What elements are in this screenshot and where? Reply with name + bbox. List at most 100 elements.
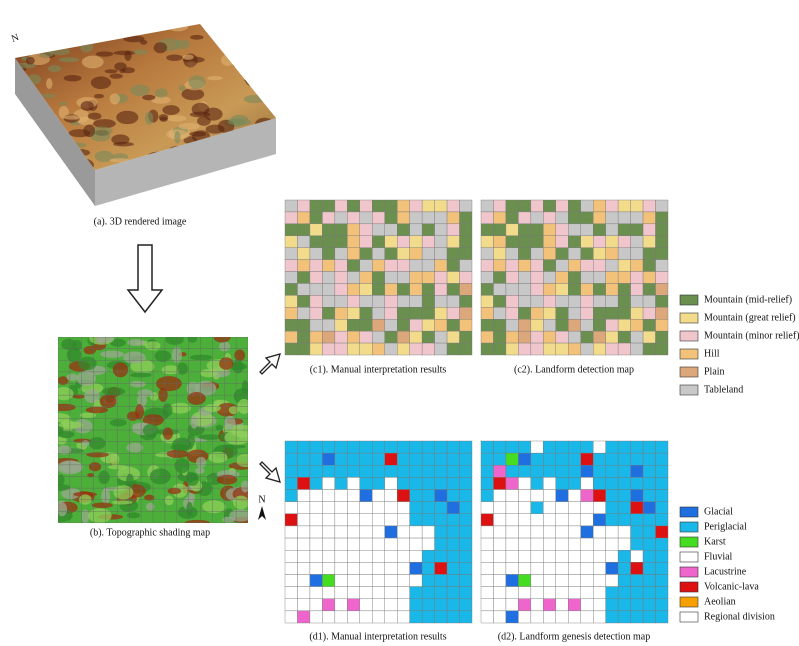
grid-cell	[630, 199, 644, 213]
grid-cell	[297, 465, 311, 478]
grid-cell	[409, 513, 423, 527]
grid-cell	[434, 247, 448, 260]
legend-label: Mountain (mid-relief)	[704, 294, 792, 305]
grid-cell	[409, 271, 423, 284]
grid-cell	[593, 452, 606, 466]
grid-cell	[372, 574, 385, 587]
grid-cell	[580, 247, 594, 260]
grid-cell	[605, 342, 619, 356]
grid-cell	[480, 586, 494, 599]
relief-spot	[154, 350, 172, 362]
grid-cell	[434, 235, 448, 248]
relief-spot	[116, 466, 140, 482]
grid-cell	[655, 330, 669, 344]
grid-cell	[297, 271, 311, 284]
grid-cell	[580, 489, 594, 502]
grid-cell	[322, 598, 336, 612]
relief-spot	[167, 487, 182, 495]
grid-cell	[434, 513, 448, 527]
grid-cell	[505, 330, 519, 344]
grid-cell	[480, 574, 494, 587]
grid-cell	[421, 513, 435, 527]
grid-cell	[434, 586, 448, 599]
relief-spot	[58, 403, 76, 411]
grid-cell	[359, 440, 373, 454]
grid-cell	[334, 223, 348, 236]
grid-cell	[434, 223, 448, 236]
grid-cell	[617, 537, 631, 551]
caption: (d1). Manual interpretation results	[309, 631, 446, 642]
grid-cell	[518, 452, 532, 466]
grid-cell	[543, 501, 556, 514]
grid-cell	[655, 537, 669, 551]
relief-spot	[206, 76, 223, 81]
grid-cell	[347, 562, 361, 575]
grid-cell	[568, 440, 581, 454]
grid-cell	[397, 610, 410, 624]
grid-cell	[372, 477, 385, 490]
grid-cell	[359, 586, 373, 599]
grid-cell	[309, 235, 323, 248]
legend-label: Tableland	[704, 384, 743, 395]
grid-cell	[297, 452, 311, 466]
grid-cell	[493, 319, 507, 332]
relief-spot	[174, 458, 190, 474]
grid-cell	[580, 211, 594, 225]
grid-cell	[530, 440, 544, 454]
grid-cell	[384, 525, 398, 539]
grid-cell	[334, 550, 348, 563]
grid-cell	[322, 525, 336, 539]
grid-cell	[309, 342, 323, 356]
grid-cell	[480, 525, 494, 539]
grid-cell	[530, 525, 544, 539]
grid-cell	[421, 610, 435, 624]
grid-cell	[480, 259, 494, 272]
grid-cell	[605, 465, 619, 478]
relief-spot	[87, 473, 95, 478]
grid-cell	[459, 465, 473, 478]
grid-cell	[384, 235, 398, 248]
grid-cell	[384, 489, 398, 502]
grid-cell	[322, 283, 336, 296]
grid-cell	[493, 465, 507, 478]
relief-spot	[63, 74, 82, 82]
relief-spot	[237, 398, 248, 414]
grid-cell	[384, 223, 398, 236]
grid-cell	[493, 259, 507, 272]
grid-cell	[446, 525, 460, 539]
relief-spot	[88, 508, 112, 523]
grid-cell	[505, 586, 519, 599]
grid-cell	[359, 259, 373, 272]
grid-cell	[397, 307, 410, 320]
grid-cell	[505, 199, 519, 213]
grid-cell	[605, 489, 619, 502]
grid-cell	[642, 199, 656, 213]
grid-cell	[593, 247, 606, 260]
relief-spot	[181, 88, 205, 101]
grid-cell	[480, 562, 494, 575]
grid-cell	[555, 489, 569, 502]
grid-cell	[347, 199, 361, 213]
grid-cell	[493, 598, 507, 612]
grid-cell	[630, 319, 644, 332]
relief-spot	[116, 110, 139, 125]
grid-cell	[434, 283, 448, 296]
grid-cell	[617, 513, 631, 527]
grid-cell	[384, 307, 398, 320]
grid-cell	[459, 247, 473, 260]
relief-spot	[112, 500, 133, 505]
grid-cell	[372, 247, 385, 260]
grid-cell	[630, 295, 644, 308]
grid-cell	[309, 259, 323, 272]
grid-cell	[518, 550, 532, 563]
grid-cell	[630, 477, 644, 490]
relief-spot	[243, 95, 265, 104]
grid-cell	[359, 211, 373, 225]
grid-cell	[642, 489, 656, 502]
grid-cell	[459, 319, 473, 332]
relief-spot	[58, 474, 65, 486]
grid-cell	[518, 307, 532, 320]
grid-cell	[334, 235, 348, 248]
grid-cell	[372, 199, 385, 213]
grid-cell	[347, 440, 361, 454]
